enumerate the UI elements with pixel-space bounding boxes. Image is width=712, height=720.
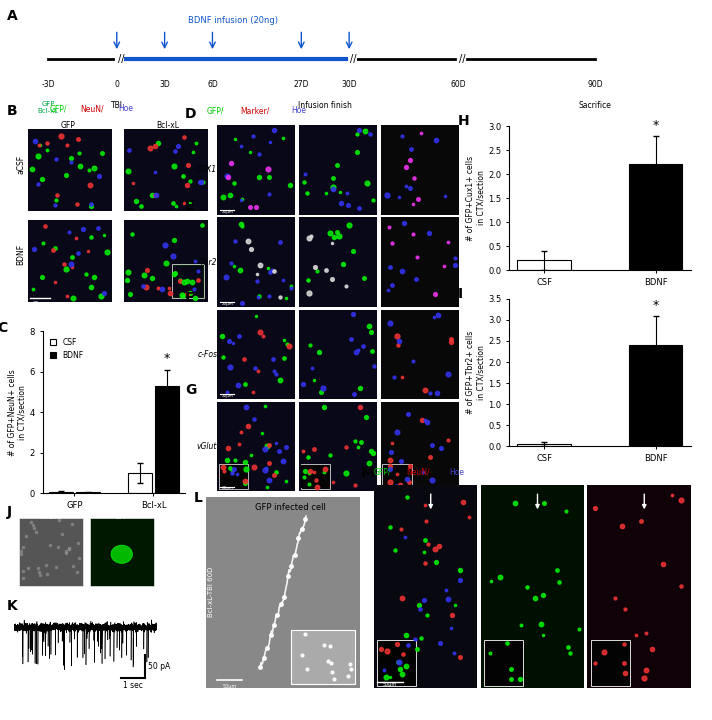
Bar	[486, 641, 521, 685]
Bar	[382, 464, 412, 490]
Text: IR-DIC: IR-DIC	[40, 513, 61, 520]
Text: //: //	[459, 55, 466, 65]
Text: Bcl-xL-TBI 60D: Bcl-xL-TBI 60D	[208, 567, 214, 617]
Y-axis label: # of GFP+NeuN+ cells
in CTX/section: # of GFP+NeuN+ cells in CTX/section	[8, 369, 27, 456]
Text: F: F	[185, 291, 194, 305]
Bar	[484, 639, 523, 685]
Bar	[377, 639, 417, 685]
Text: Tbr2: Tbr2	[199, 258, 217, 266]
Text: 27D: 27D	[293, 80, 309, 89]
Text: 90D: 90D	[587, 80, 603, 89]
Text: GFP: GFP	[61, 121, 75, 130]
Text: 20μm: 20μm	[33, 301, 47, 306]
Text: Hoe: Hoe	[290, 107, 305, 115]
Text: //: //	[350, 55, 357, 65]
Text: *: *	[652, 300, 659, 312]
Y-axis label: # of GFP+Cux1+ cells
in CTX/section: # of GFP+Cux1+ cells in CTX/section	[466, 156, 486, 240]
Bar	[629, 164, 682, 270]
Text: 1 sec: 1 sec	[123, 681, 143, 690]
Bar	[300, 464, 330, 490]
Bar	[28, 129, 112, 210]
Text: GFP
Bcl-xL: GFP Bcl-xL	[38, 101, 59, 114]
Text: L: L	[194, 491, 203, 505]
Bar	[219, 465, 248, 488]
Bar	[518, 444, 571, 446]
Text: c-Fos: c-Fos	[197, 350, 217, 359]
Bar	[587, 485, 691, 688]
Text: GFP infected cell: GFP infected cell	[255, 503, 326, 511]
Text: 20μm: 20μm	[221, 394, 234, 398]
Text: BDNF infusion (20ng): BDNF infusion (20ng)	[188, 17, 278, 25]
Text: Hoe: Hoe	[449, 468, 464, 477]
Text: E: E	[185, 199, 194, 213]
Text: GFP/: GFP/	[374, 468, 392, 477]
Bar	[172, 264, 204, 298]
Text: D: D	[185, 107, 197, 121]
Text: H: H	[459, 114, 470, 128]
Text: -3D: -3D	[42, 80, 55, 89]
Text: Hoe: Hoe	[118, 104, 133, 113]
Text: 20μm: 20μm	[221, 210, 234, 214]
Text: 0: 0	[115, 80, 119, 89]
Text: //: //	[117, 55, 124, 65]
Bar	[290, 631, 355, 684]
Text: GFP: GFP	[115, 513, 128, 520]
Bar	[219, 464, 248, 490]
Text: Infusion finish: Infusion finish	[298, 101, 352, 109]
Text: Bcl-xL: Bcl-xL	[156, 121, 179, 130]
Text: 50 pA: 50 pA	[148, 662, 170, 671]
Bar	[518, 261, 571, 270]
Legend: CSF, BDNF: CSF, BDNF	[46, 335, 87, 363]
Text: J: J	[7, 505, 12, 518]
Y-axis label: # of GFP+Tbr2+ cells
in CTX/section: # of GFP+Tbr2+ cells in CTX/section	[466, 331, 486, 414]
Text: GFP/: GFP/	[206, 107, 224, 115]
Bar	[124, 129, 208, 210]
Bar	[128, 473, 152, 493]
Bar	[374, 485, 477, 688]
Text: B: B	[6, 104, 17, 118]
Bar	[379, 641, 415, 685]
Text: C: C	[0, 321, 7, 336]
Bar	[591, 639, 630, 685]
Bar	[481, 485, 584, 688]
Text: Sacrifice: Sacrifice	[579, 101, 612, 109]
Bar	[301, 465, 330, 488]
Text: G: G	[185, 383, 197, 397]
Bar	[155, 386, 179, 493]
Text: 30D: 30D	[341, 80, 357, 89]
Bar	[28, 220, 112, 302]
Text: 3D: 3D	[159, 80, 170, 89]
Bar	[90, 518, 154, 586]
Bar	[124, 220, 208, 302]
Text: BDNF: BDNF	[16, 244, 25, 265]
Text: 60D: 60D	[451, 80, 466, 89]
Text: NeuN/: NeuN/	[80, 104, 104, 113]
Text: 20μm: 20μm	[221, 302, 234, 306]
Bar	[592, 641, 628, 685]
Text: CUX1: CUX1	[196, 166, 217, 174]
Ellipse shape	[111, 545, 132, 563]
Bar	[629, 345, 682, 446]
Bar	[19, 518, 83, 586]
Text: 50μm: 50μm	[222, 684, 236, 689]
Text: *: *	[652, 120, 659, 132]
Text: TBI: TBI	[111, 101, 122, 109]
Text: I: I	[459, 287, 464, 301]
Bar	[173, 266, 203, 297]
Text: GFP/: GFP/	[50, 104, 68, 113]
Text: 20μm: 20μm	[221, 486, 234, 490]
Text: M: M	[361, 467, 375, 480]
Bar	[383, 465, 412, 488]
Text: 50μm: 50μm	[383, 682, 397, 687]
Text: K: K	[7, 599, 18, 613]
Text: A: A	[7, 9, 18, 23]
Text: 6D: 6D	[207, 80, 218, 89]
Text: *: *	[164, 351, 170, 364]
Text: vGlut: vGlut	[197, 442, 217, 451]
Text: aCSF: aCSF	[16, 156, 25, 174]
Bar	[49, 492, 73, 493]
Text: Marker/: Marker/	[241, 107, 270, 115]
Text: NeuN/: NeuN/	[407, 468, 430, 477]
Bar	[76, 492, 100, 493]
